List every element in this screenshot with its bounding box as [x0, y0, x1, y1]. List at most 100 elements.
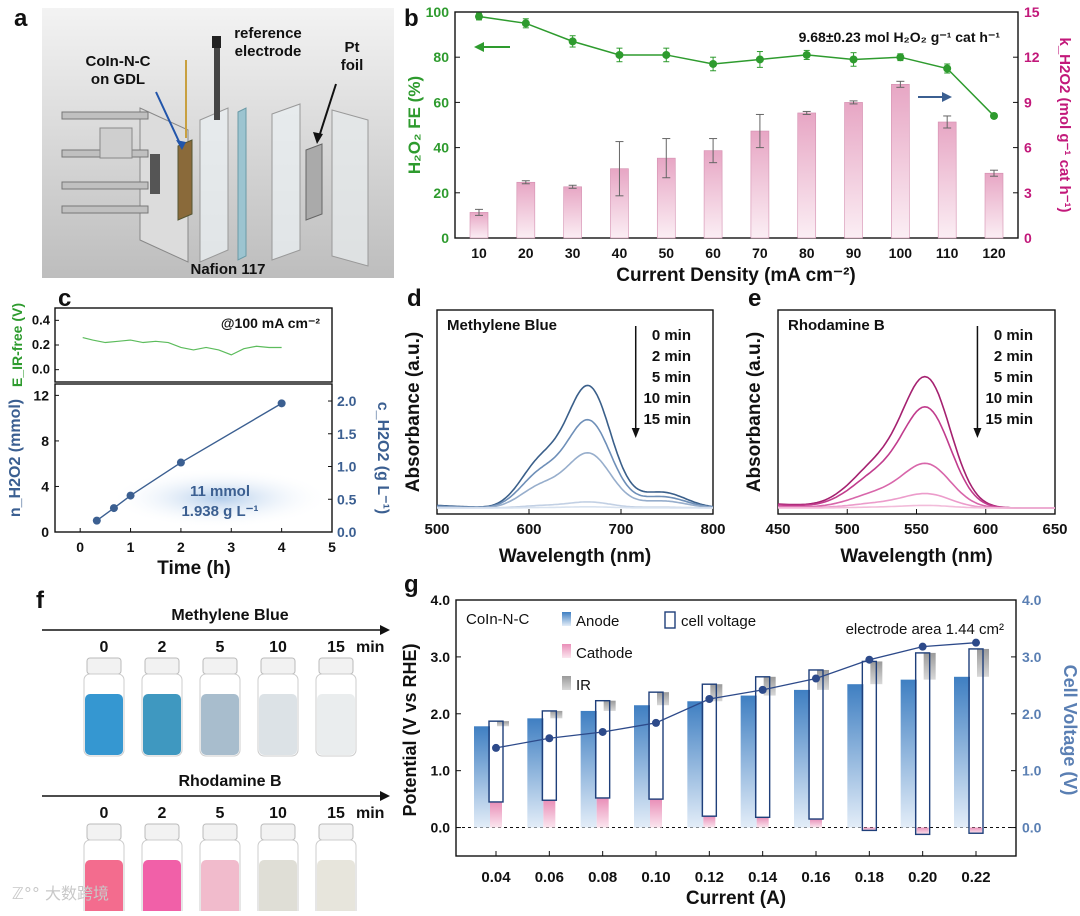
cell-voltage-line [495, 642, 977, 749]
vial-solution [201, 860, 239, 916]
x-tick-label: 650 [1042, 521, 1067, 538]
bar-k-h2o2 [469, 212, 489, 239]
time-arrow-head [973, 428, 982, 438]
fe-point [521, 19, 530, 28]
cell-voltage-point [972, 638, 980, 647]
panel-label-e: e [748, 285, 761, 312]
cell-voltage-box [808, 669, 824, 820]
legend-entry: 10 min [643, 390, 691, 407]
bar-k-h2o2 [703, 150, 723, 239]
fe-point [568, 37, 577, 46]
cell-voltage-box [861, 660, 878, 832]
time-arrow-head [631, 428, 640, 438]
y-tick-label-left: 100 [426, 4, 450, 20]
y-tick-label-right: 4.0 [1022, 592, 1042, 608]
vial-cap [202, 823, 238, 841]
x-tick-label: 0.18 [855, 869, 884, 886]
y-tick-label-left: 40 [433, 140, 449, 156]
legend-title: CoIn-N-C [466, 611, 530, 628]
cell-voltage-box [754, 676, 771, 819]
y-tick-label-right: 15 [1024, 4, 1040, 20]
x-tick-label: 500 [835, 521, 860, 538]
x-tick-label: 600 [973, 521, 998, 538]
anode-bar [954, 676, 970, 828]
y-tick-label-right: 12 [1024, 49, 1040, 65]
cell-voltage-point [812, 674, 820, 683]
vial-time-label: 2 [158, 805, 167, 822]
vial-time-label: 2 [158, 639, 167, 656]
cell-voltage-box [594, 699, 611, 799]
y-axis-label-left: H₂O₂ FE (%) [405, 76, 424, 174]
y-axis-label-left: Potential (V vs RHE) [400, 643, 420, 816]
x-tick-label: 0.06 [535, 869, 564, 886]
y-tick-label-left: 20 [433, 185, 449, 201]
legend-swatch-anode [562, 612, 571, 626]
cell-voltage-point [705, 694, 714, 703]
vial-cap [86, 823, 122, 841]
x-tick-label: 2 [177, 539, 185, 555]
electrode-gdl [177, 139, 193, 221]
x-tick-label: 110 [936, 245, 959, 261]
y-tick-label-right: 2.0 [337, 393, 357, 409]
fe-point [802, 50, 811, 59]
y-axis-label-top: E_IR-free (V) [9, 303, 25, 387]
x-tick-label: 0.16 [801, 869, 830, 886]
y-tick-label-right: 0.0 [337, 524, 357, 540]
vial-cap [318, 657, 354, 675]
vial-row-title: Methylene Blue [171, 607, 288, 624]
legend-cell-voltage: cell voltage [681, 613, 756, 630]
vial-solution [143, 694, 181, 755]
legend-swatch-cell [664, 611, 676, 629]
bar-k-h2o2 [984, 172, 1004, 239]
vial-time-label: 0 [100, 805, 109, 822]
cell-voltage-box [701, 683, 718, 817]
legend-ir: IR [576, 677, 591, 694]
y-tick-label-left: 0 [441, 230, 449, 246]
x-tick-label: 10 [471, 245, 487, 261]
annotation-area: electrode area 1.44 cm² [846, 621, 1004, 638]
x-tick-label: 0 [76, 539, 84, 555]
vial-cap [202, 657, 238, 675]
h2o2-point [109, 504, 118, 513]
watermark: ℤ°° 大数跨境 [12, 884, 110, 903]
x-tick-label: 90 [846, 245, 862, 261]
cathode-bar [970, 827, 982, 834]
legend-cathode: Cathode [576, 645, 633, 662]
fe-point [709, 59, 718, 68]
fe-point [943, 64, 952, 73]
y-tick-label-left: 60 [433, 94, 449, 110]
x-tick-label: 800 [700, 521, 725, 538]
bar-k-h2o2 [797, 112, 817, 239]
vial-time-label: 10 [269, 805, 287, 822]
vial-cap [318, 823, 354, 841]
vial-cap [86, 657, 122, 675]
fe-point [896, 53, 905, 62]
annotation-current: @100 mA cm⁻² [221, 315, 320, 331]
vial-cap [144, 657, 180, 675]
legend-entry: 2 min [994, 348, 1033, 365]
nafion-membrane [237, 107, 247, 261]
vial-time-label: 5 [216, 639, 225, 656]
cell-voltage-point [758, 685, 767, 694]
bar-k-h2o2 [563, 186, 582, 239]
clamp-plate-right [331, 109, 369, 267]
anode-bar [740, 695, 757, 828]
x-axis-label: Wavelength (nm) [499, 546, 651, 567]
clamp-plate-left [139, 107, 189, 263]
time-axis-arrow-head [380, 791, 390, 801]
cathode-bar [756, 817, 769, 828]
y-tick-label-left: 2.0 [431, 706, 451, 722]
vial-cap [144, 823, 180, 841]
x-tick-label: 50 [658, 245, 674, 261]
reference-electrode-cap [212, 36, 221, 48]
y-tick-label-right: 1.5 [337, 426, 357, 442]
anode-bar [580, 710, 597, 828]
panel-title: Methylene Blue [447, 317, 557, 334]
chamber-plate [199, 107, 229, 263]
x-tick-label: 5 [328, 539, 336, 555]
annotation-gl: 1.938 g L⁻¹ [181, 503, 258, 520]
legend-anode: Anode [576, 613, 619, 630]
fe-point [849, 55, 858, 64]
anode-bar [634, 705, 650, 828]
anode-bar [687, 701, 704, 828]
